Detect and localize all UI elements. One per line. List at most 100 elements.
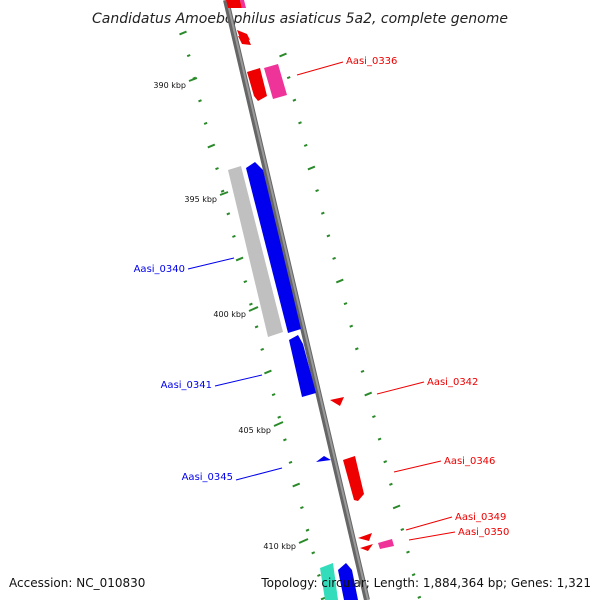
tick-inner-0 xyxy=(179,30,187,36)
tick-outer-12 xyxy=(349,324,354,328)
gene-aasi-0346[interactable] xyxy=(343,456,364,501)
tick-outer-7 xyxy=(320,211,325,215)
tick-outer-15 xyxy=(364,391,373,397)
label-aasi-0346[interactable]: Aasi_0346 xyxy=(444,456,495,467)
tick-inner-20 xyxy=(292,482,301,488)
tick-outer-11 xyxy=(343,302,348,306)
tick-inner-5 xyxy=(207,143,216,149)
gene-aasi-0336-a[interactable] xyxy=(247,68,267,101)
tick-inner-13 xyxy=(254,325,259,329)
leader-aasi-0345 xyxy=(235,467,283,481)
tick-inner-11 xyxy=(243,280,248,284)
tick-outer-20 xyxy=(392,504,401,510)
gene-label-group: Aasi_0336 Aasi_0340 Aasi_0341 Aasi_0342 … xyxy=(134,56,509,541)
gene-features-forward xyxy=(228,162,358,600)
gene-feature-bottom-teal[interactable] xyxy=(320,563,338,600)
tick-outer-14 xyxy=(360,369,365,373)
tick-inner-22 xyxy=(305,528,310,532)
tick-outer-2 xyxy=(292,98,297,102)
tick-inner-18 xyxy=(283,438,287,442)
gene-feature-top-red[interactable] xyxy=(226,0,242,8)
gene-aasi-0341[interactable] xyxy=(289,335,316,397)
scale-label-410: 410 kbp xyxy=(263,542,296,551)
tick-inner-12 xyxy=(249,302,253,306)
scale-labels: 390 kbp 395 kbp 400 kbp 405 kbp 410 kbp xyxy=(153,77,309,551)
accession-text: Accession: NC_010830 xyxy=(9,576,145,590)
tick-inner-6 xyxy=(215,167,219,171)
tick-inner-23 xyxy=(311,551,316,555)
scale-label-390: 390 kbp xyxy=(153,81,186,90)
tick-inner-21 xyxy=(300,506,304,510)
scale-label-405: 405 kbp xyxy=(238,426,271,435)
tick-inner-14 xyxy=(260,347,265,351)
leader-aasi-0341 xyxy=(214,374,263,387)
scale-label-400: 400 kbp xyxy=(213,310,246,319)
tick-outer-21 xyxy=(400,527,405,532)
gene-features-reverse xyxy=(226,0,394,551)
tick-inner-4 xyxy=(203,121,208,125)
scale-tick-390 xyxy=(188,77,198,82)
tick-outer-16 xyxy=(372,415,376,419)
scale-label-395: 395 kbp xyxy=(184,195,217,204)
tick-inner-17 xyxy=(277,415,282,419)
tick-inner-15 xyxy=(264,369,272,375)
scale-tick-395 xyxy=(219,191,229,196)
leader-aasi-0342 xyxy=(376,381,425,395)
tick-outer-10 xyxy=(335,278,344,284)
tick-outer-8 xyxy=(326,234,331,238)
tick-outer-17 xyxy=(377,437,382,441)
gene-aasi-0345[interactable] xyxy=(316,456,331,462)
label-aasi-0341[interactable]: Aasi_0341 xyxy=(161,380,212,391)
tick-outer-1 xyxy=(286,76,291,80)
tick-outer-5 xyxy=(307,165,316,171)
tick-inner-16 xyxy=(271,393,276,397)
leader-aasi-0350 xyxy=(408,531,456,541)
label-aasi-0336[interactable]: Aasi_0336 xyxy=(346,56,397,67)
tick-inner-24 xyxy=(317,573,321,577)
map-title: Candidatus Amoebophilus asiaticus 5a2, c… xyxy=(92,11,508,27)
tick-outer-18 xyxy=(383,460,388,464)
tick-outer-3 xyxy=(298,121,302,125)
gene-feature-pseudo[interactable] xyxy=(228,166,283,337)
scale-ticks-outer xyxy=(279,52,422,599)
scale-ticks-inner xyxy=(179,30,329,600)
scale-tick-405 xyxy=(273,421,284,427)
tick-outer-23 xyxy=(411,573,416,577)
gene-feature-bottom-blue[interactable] xyxy=(338,563,358,600)
gene-aasi-0349[interactable] xyxy=(358,533,372,541)
leader-aasi-0346 xyxy=(393,460,442,473)
genome-backbone xyxy=(223,0,370,600)
tick-outer-24 xyxy=(417,595,422,599)
gene-feature-top-pink[interactable] xyxy=(240,0,246,8)
gene-aasi-0350[interactable] xyxy=(378,539,394,549)
tick-outer-9 xyxy=(332,256,336,260)
tick-outer-13 xyxy=(354,347,359,351)
scale-tick-410 xyxy=(298,538,309,544)
label-aasi-0350[interactable]: Aasi_0350 xyxy=(458,527,509,538)
gene-aasi-0342[interactable] xyxy=(330,397,344,406)
scale-tick-400 xyxy=(248,306,259,312)
gene-feature-small-2[interactable] xyxy=(238,36,251,45)
label-aasi-0340[interactable]: Aasi_0340 xyxy=(134,264,185,275)
leader-aasi-0349 xyxy=(405,516,453,531)
leader-aasi-0336 xyxy=(296,61,344,76)
tick-inner-1 xyxy=(186,54,191,58)
label-aasi-0349[interactable]: Aasi_0349 xyxy=(455,512,506,523)
tick-inner-10 xyxy=(235,256,244,262)
tick-outer-22 xyxy=(406,550,410,554)
gene-feature-small-3[interactable] xyxy=(360,544,373,551)
tick-inner-19 xyxy=(288,460,293,464)
tick-outer-0 xyxy=(279,52,287,58)
label-aasi-0345[interactable]: Aasi_0345 xyxy=(182,472,233,483)
tick-inner-9 xyxy=(232,234,236,238)
label-aasi-0342[interactable]: Aasi_0342 xyxy=(427,377,478,388)
tick-inner-3 xyxy=(198,99,202,103)
tick-inner-7 xyxy=(220,189,225,193)
leader-aasi-0340 xyxy=(187,257,235,270)
gene-aasi-0340[interactable] xyxy=(246,162,301,333)
tick-outer-19 xyxy=(389,482,393,486)
gene-aasi-0336-b[interactable] xyxy=(264,64,287,99)
tick-outer-6 xyxy=(315,189,319,193)
